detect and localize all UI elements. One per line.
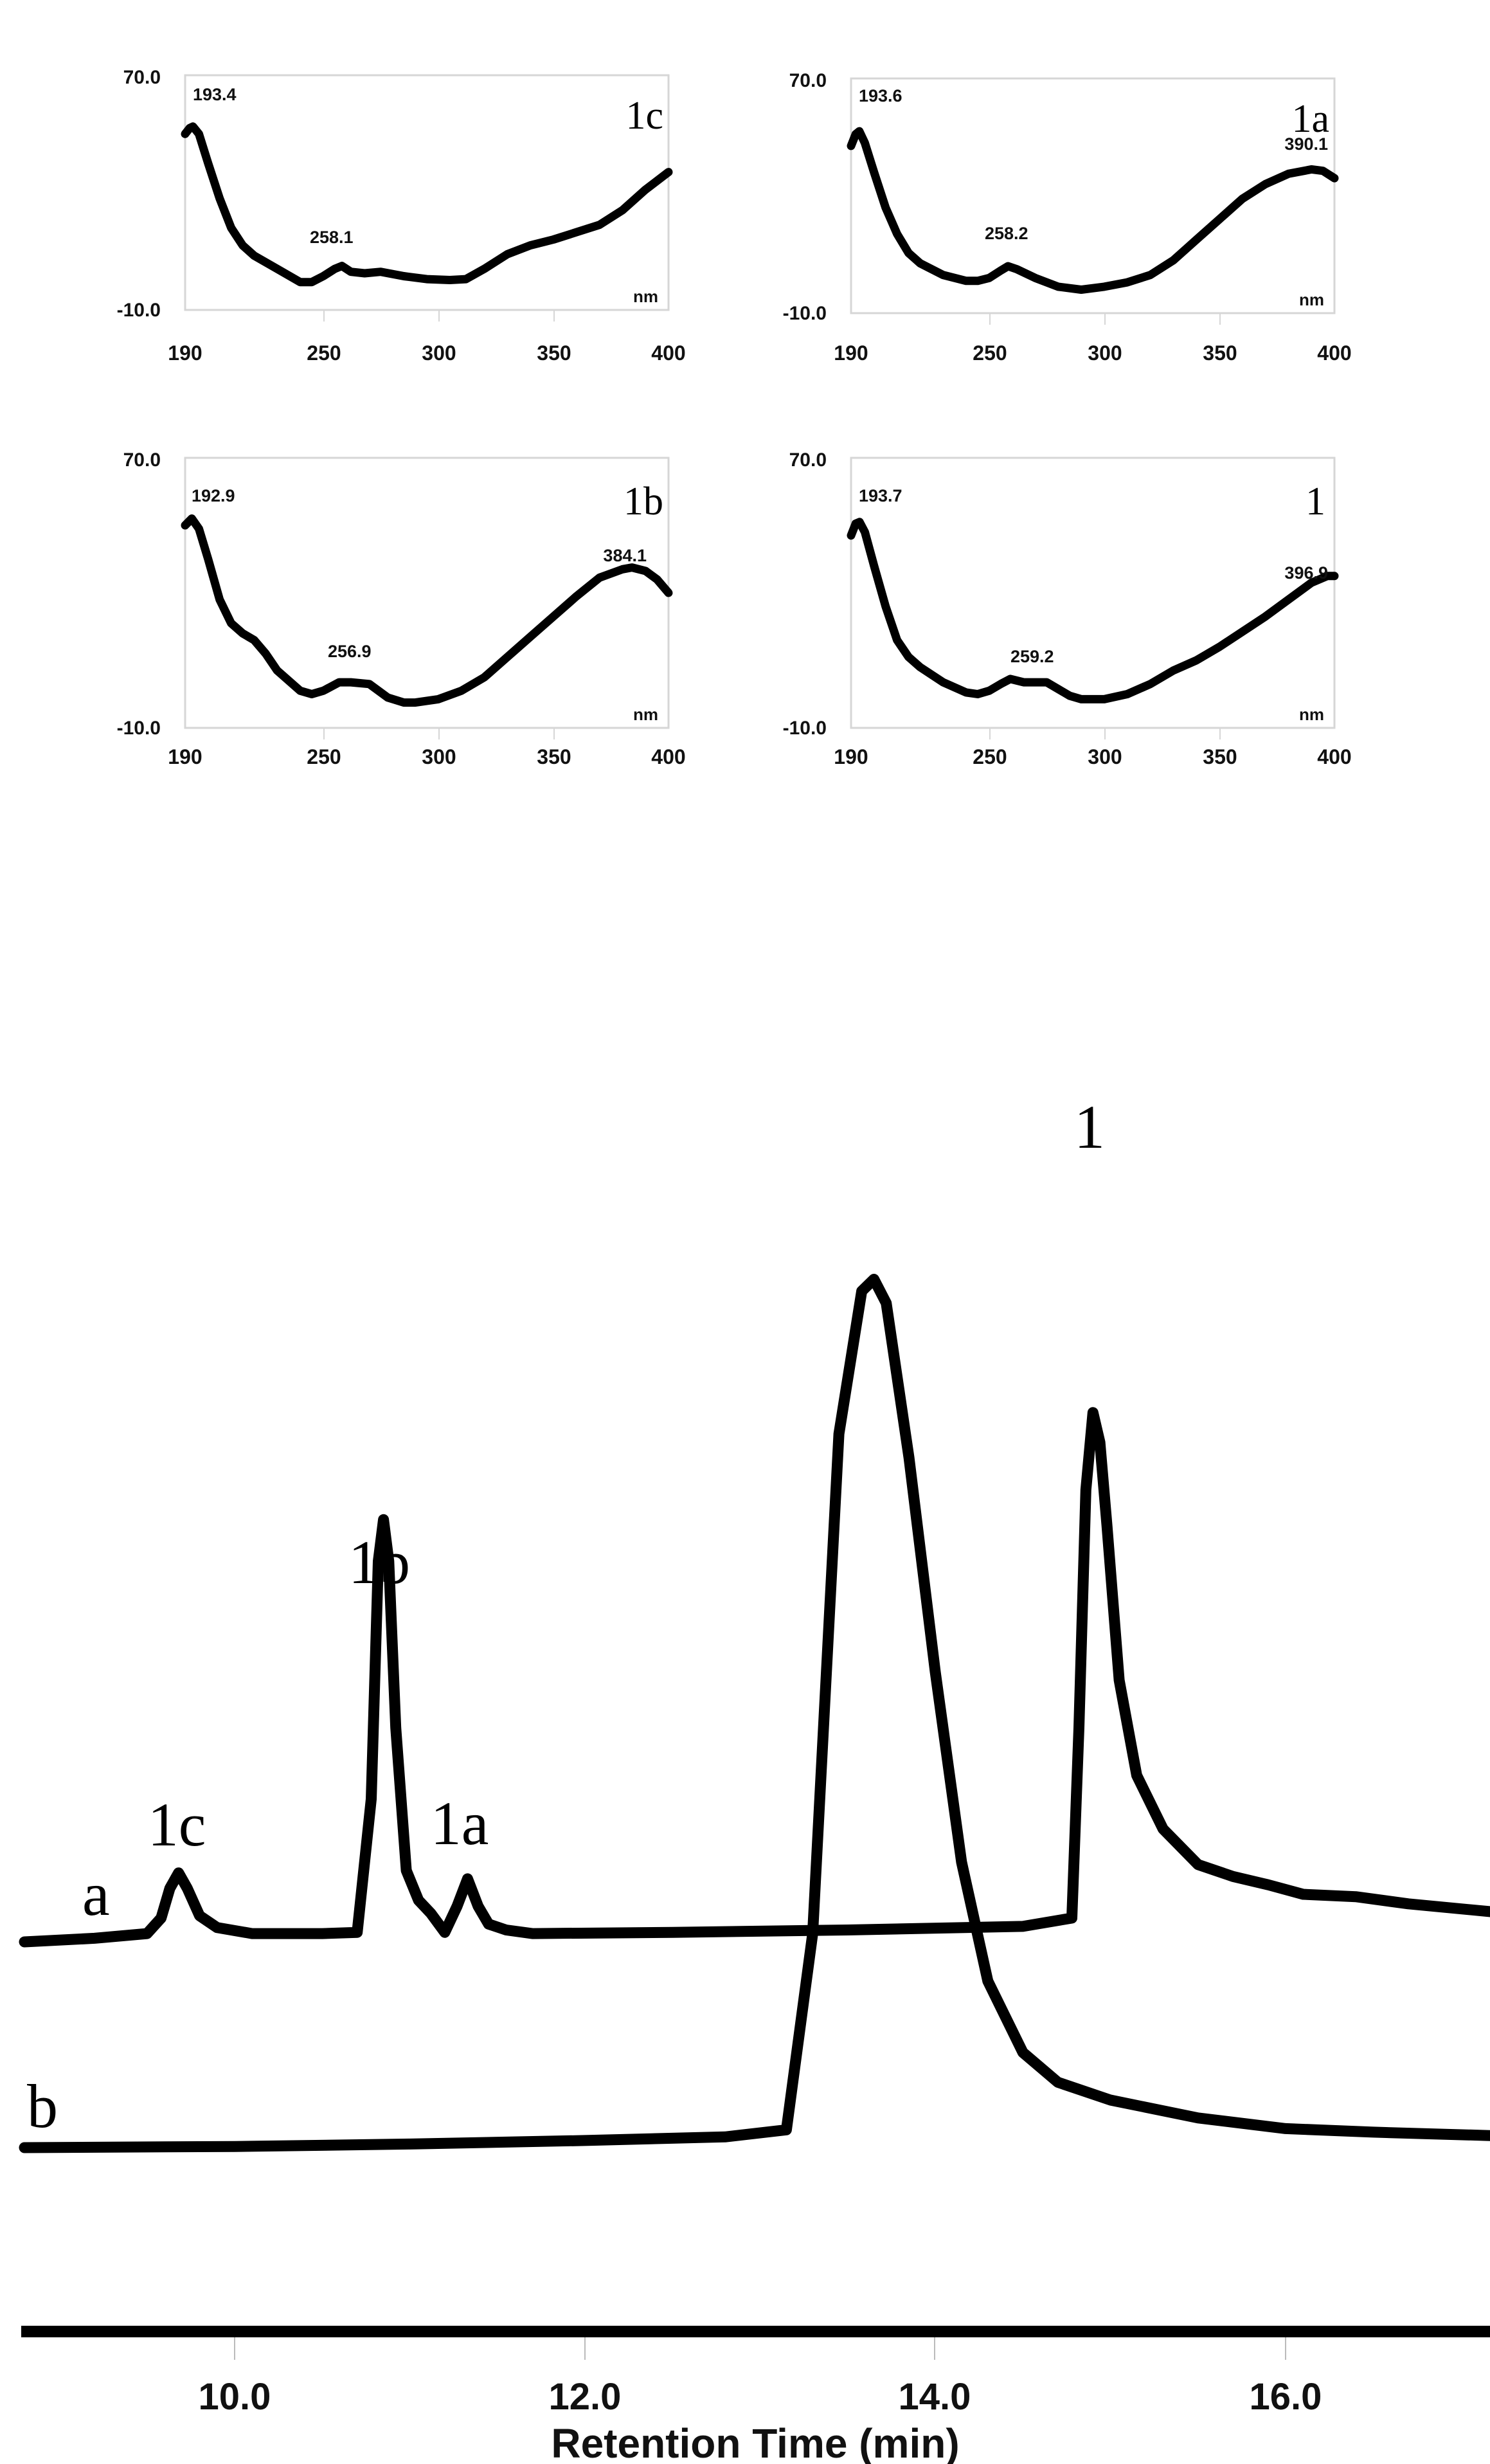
peak-label: 258.1 [310,228,354,247]
plot-frame [850,457,1336,729]
x-tick-labels: 10.0 12.0 14.0 16.0 [199,2376,1322,2418]
peak-label-1a: 1a [431,1789,489,1858]
peak-label-1b: 1b [348,1528,410,1597]
unit-label: nm [1299,290,1324,309]
x-axis-title: Retention Time (min) [551,2420,959,2464]
trace-label-b: b [27,2072,58,2141]
x-tick-labels: 190 250 300 350 400 [834,745,1351,768]
svg-text:350: 350 [1203,745,1237,768]
x-axis-bar [21,2326,1490,2337]
svg-text:190: 190 [834,745,868,768]
x-gridlines [989,728,1221,739]
y-max-label: 70.0 [123,449,161,471]
svg-text:190: 190 [168,341,202,365]
x-tick-labels: 190 250 300 350 400 [168,341,685,365]
x-gridlines [989,313,1221,325]
uv-spectrum-curve [847,518,1339,703]
plot-frame [184,74,670,311]
peak-label: 259.2 [1010,647,1054,666]
svg-text:250: 250 [307,341,341,365]
svg-text:190: 190 [834,341,868,365]
x-gridlines [323,310,555,322]
y-min-label: -10.0 [117,300,161,321]
uv-spectrum-curve [847,127,1339,294]
svg-text:250: 250 [307,745,341,768]
x-axis-ticks [234,2337,1286,2360]
svg-text:10.0: 10.0 [199,2376,271,2418]
svg-text:300: 300 [422,341,456,365]
peak-label-1c: 1c [148,1790,206,1859]
plot-frame [850,77,1336,314]
x-tick-labels: 190 250 300 350 400 [834,341,1351,365]
panel-label: 1 [1306,480,1325,523]
spectrum-panel-1b: 70.0 -10.0 1b nm 192.9 256.9 384.1 190 2… [117,449,686,768]
peak-label: 390.1 [1284,134,1328,154]
svg-text:190: 190 [168,745,202,768]
y-min-label: -10.0 [783,303,827,324]
svg-text:300: 300 [1088,341,1122,365]
spectrum-panel-1a: 70.0 -10.0 1a nm 193.6 258.2 390.1 190 2… [783,70,1352,365]
svg-text:300: 300 [1088,745,1122,768]
panel-label: 1c [625,94,663,138]
peak-label-1: 1 [1074,1092,1105,1161]
trace-label-a: a [82,1860,110,1928]
svg-text:400: 400 [1317,745,1351,768]
y-min-label: -10.0 [783,718,827,739]
svg-text:14.0: 14.0 [899,2376,971,2418]
unit-label: nm [633,705,658,724]
svg-text:12.0: 12.0 [549,2376,622,2418]
y-max-label: 70.0 [789,449,827,471]
x-gridlines [323,728,555,739]
peak-label: 193.6 [859,86,902,105]
trace-b-curve [19,1274,1490,2153]
y-max-label: 70.0 [789,70,827,91]
y-min-label: -10.0 [117,718,161,739]
unit-label: nm [633,287,658,306]
svg-text:400: 400 [651,341,685,365]
peak-label: 256.9 [328,642,372,661]
svg-text:350: 350 [537,745,571,768]
unit-label: nm [1299,705,1324,724]
svg-text:300: 300 [422,745,456,768]
spectrum-panel-1c: 70.0 -10.0 1c nm 193.4 258.1 190 250 300… [117,67,686,365]
peak-label: 193.7 [859,486,902,505]
svg-text:250: 250 [973,341,1007,365]
svg-text:400: 400 [651,745,685,768]
peak-label: 384.1 [603,546,647,565]
spectrum-panel-1: 70.0 -10.0 1 nm 193.7 259.2 396.9 190 25… [783,449,1352,768]
y-max-label: 70.0 [123,67,161,88]
panel-label: 1b [624,480,663,523]
panel-label: 1a [1291,97,1329,141]
peak-label: 258.2 [985,224,1028,243]
peak-label: 396.9 [1284,563,1328,583]
trace-a-curve [19,1407,1490,1948]
uv-spectrum-curve [181,122,673,287]
svg-text:350: 350 [1203,341,1237,365]
peak-label: 192.9 [192,486,235,505]
svg-text:350: 350 [537,341,571,365]
chromatogram: a b 1c 1b 1a 1 10.0 12.0 14.0 16.0 Reten… [19,1092,1490,2464]
svg-text:250: 250 [973,745,1007,768]
x-tick-labels: 190 250 300 350 400 [168,745,685,768]
svg-text:400: 400 [1317,341,1351,365]
svg-text:16.0: 16.0 [1250,2376,1322,2418]
peak-label: 193.4 [193,85,237,104]
uv-spectrum-curve [181,514,673,707]
plot-frame [184,457,670,729]
